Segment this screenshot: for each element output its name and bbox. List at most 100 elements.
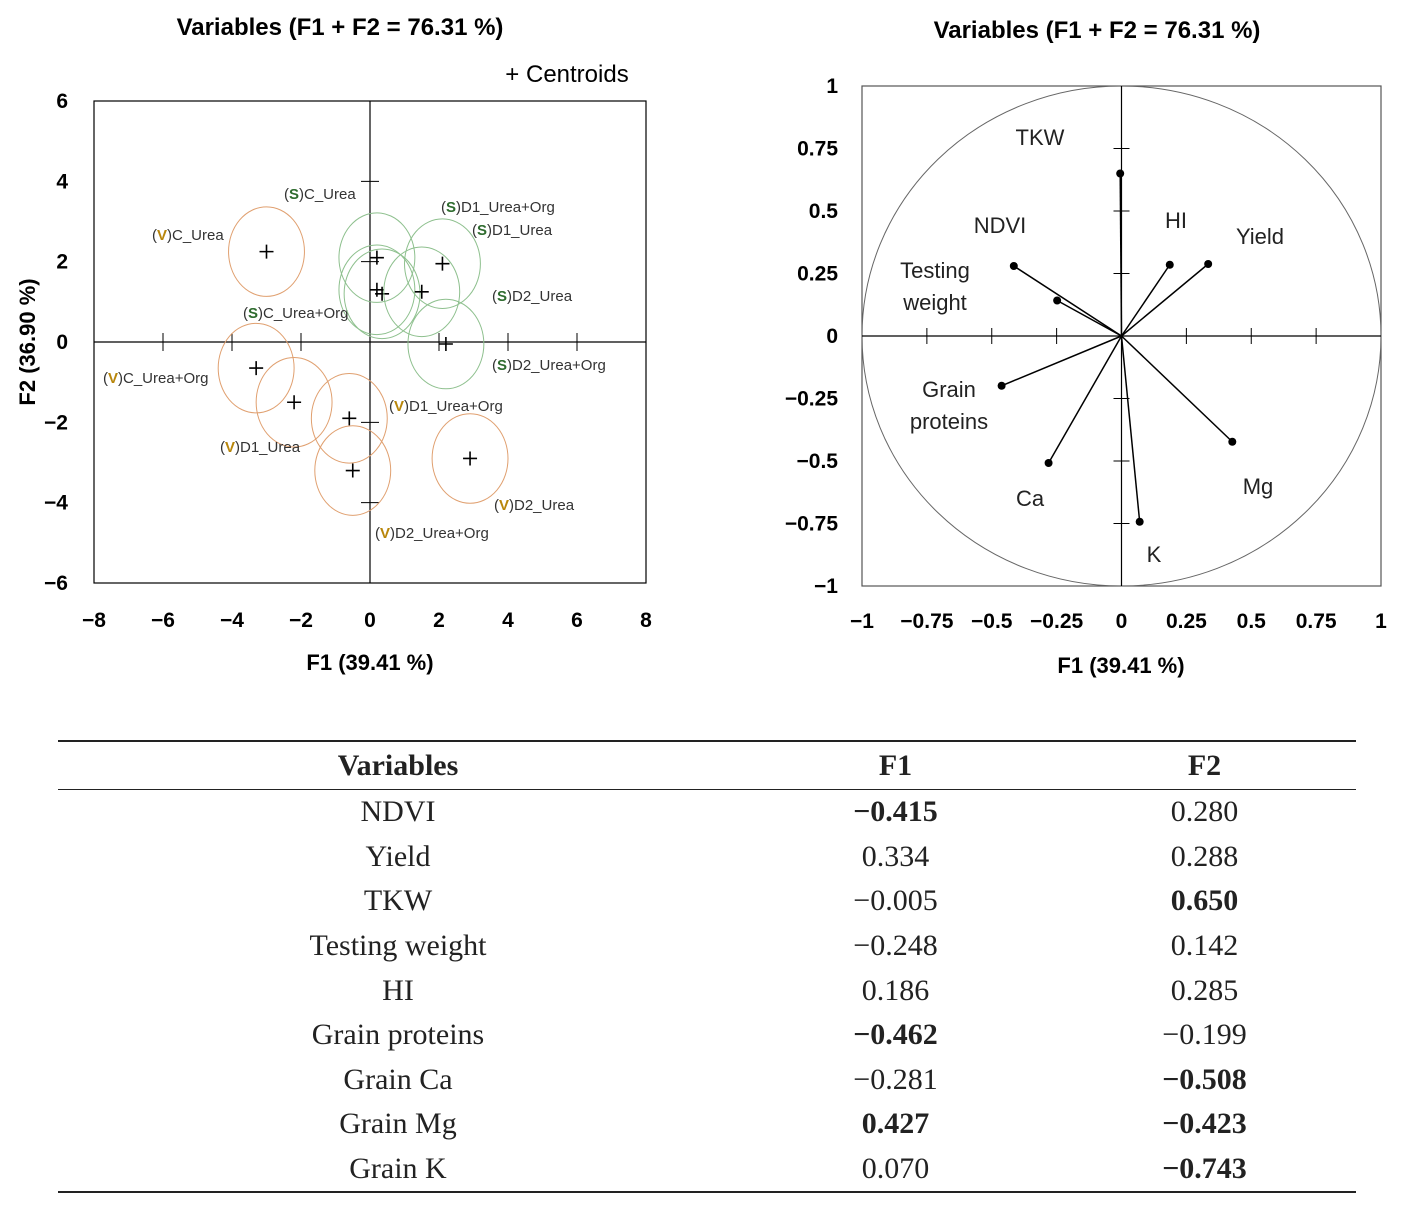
loading-vector bbox=[1119, 173, 1123, 337]
right-x-tick-label: 0.25 bbox=[1166, 610, 1207, 633]
table-row: Grain proteins −0.462 −0.199 bbox=[58, 1013, 1356, 1058]
right-x-tick-label: −0.5 bbox=[971, 610, 1013, 633]
left-x-tick-label: −4 bbox=[220, 609, 244, 632]
left-x-axis-label: F1 (39.41 %) bbox=[306, 650, 433, 675]
variable-label: Testing weight bbox=[900, 258, 970, 315]
f2-value-cell: 0.280 bbox=[1170, 795, 1239, 829]
left-x-tick-label: −8 bbox=[82, 609, 106, 632]
centroid-marker bbox=[438, 337, 453, 352]
table-body: NDVI −0.415 0.280 Yield 0.334 0.288 TKW −0.005 0… bbox=[58, 790, 1356, 1194]
loading-point bbox=[1009, 262, 1018, 270]
right-chart-title: Variables (F1 + F2 = 76.31 %) bbox=[934, 17, 1261, 44]
f2-value-cell: 0.288 bbox=[1170, 839, 1239, 873]
left-y-tick-label: −4 bbox=[44, 492, 68, 515]
right-x-axis-label: F1 (39.41 %) bbox=[1057, 653, 1184, 678]
left-y-tick-label: 0 bbox=[56, 331, 68, 354]
left-y-tick-label: 6 bbox=[56, 90, 68, 113]
right-x-tick-label: 0.75 bbox=[1296, 610, 1337, 633]
variable-label: Mg bbox=[1243, 474, 1274, 499]
confidence-ellipse bbox=[310, 373, 388, 464]
point-label: (S)D1_Urea bbox=[472, 222, 553, 239]
f2-value-cell: 0.650 bbox=[1170, 884, 1239, 918]
point-label: (S)C_Urea bbox=[284, 186, 356, 203]
variable-name-cell: TKW bbox=[363, 884, 433, 918]
loading-point bbox=[1204, 260, 1213, 268]
f1-value-cell: −0.005 bbox=[853, 884, 938, 918]
table-row: TKW −0.005 0.650 bbox=[58, 879, 1356, 924]
right-y-tick-label: 1 bbox=[826, 75, 838, 98]
confidence-ellipse bbox=[404, 218, 481, 309]
point-label: (V)D1_Urea bbox=[220, 439, 301, 456]
variable-name-cell: HI bbox=[382, 973, 414, 1007]
f1-value-cell: −0.248 bbox=[853, 929, 938, 963]
loading-point bbox=[1053, 296, 1062, 305]
f1-value-cell: 0.186 bbox=[861, 973, 930, 1007]
variable-name-cell: Grain Ca bbox=[343, 1062, 453, 1096]
confidence-ellipse bbox=[338, 244, 416, 336]
pca-figure: Variables (F1 + F2 = 76.31 %) + Centroid… bbox=[15, 14, 1387, 678]
f2-value-cell: −0.199 bbox=[1162, 1018, 1247, 1052]
loading-point bbox=[1165, 260, 1174, 269]
centroid-marker bbox=[414, 284, 429, 299]
confidence-ellipse bbox=[255, 356, 333, 448]
f2-value-cell: −0.743 bbox=[1053, 1146, 1356, 1194]
table-row: NDVI −0.415 0.280 bbox=[58, 790, 1356, 835]
right-x-tick-label: 1 bbox=[1375, 610, 1387, 633]
variable-name-cell: Grain K bbox=[58, 1146, 738, 1194]
variable-name-cell: Grain Mg bbox=[339, 1107, 457, 1141]
variable-label: Ca bbox=[1016, 486, 1045, 511]
loading-point bbox=[997, 381, 1006, 390]
right-y-tick-label: 0.5 bbox=[809, 200, 839, 223]
variable-label: Grain proteins bbox=[910, 377, 988, 434]
confidence-ellipse bbox=[343, 248, 421, 340]
variable-label: HI bbox=[1165, 208, 1187, 233]
point-label: (S)C_Urea+Org bbox=[243, 305, 348, 322]
confidence-ellipse bbox=[407, 298, 485, 390]
centroid-marker bbox=[463, 451, 478, 466]
table-row: Yield 0.334 0.288 bbox=[58, 835, 1356, 880]
confidence-ellipse bbox=[431, 413, 509, 504]
loadings-table: Variables F1 F2 NDVI −0.415 0.280 Yield 0.33… bbox=[58, 740, 1356, 1194]
right-y-tick-label: 0.25 bbox=[797, 263, 838, 286]
variable-name-cell: Testing weight bbox=[309, 929, 487, 963]
f1-value-cell: 0.070 bbox=[738, 1146, 1053, 1194]
f1-value-cell: 0.427 bbox=[861, 1107, 930, 1141]
variable-name-cell: Grain proteins bbox=[311, 1018, 485, 1052]
variable-label: Yield bbox=[1236, 224, 1284, 249]
variable-name-cell: Yield bbox=[365, 839, 431, 873]
f1-value-cell: −0.415 bbox=[853, 795, 938, 829]
point-label: (S)D2_Urea bbox=[492, 288, 573, 305]
f2-value-cell: 0.285 bbox=[1170, 973, 1239, 1007]
variable-label: TKW bbox=[1016, 125, 1065, 150]
right-x-tick-label: 0.5 bbox=[1237, 610, 1267, 633]
left-y-tick-label: 4 bbox=[56, 170, 68, 193]
right-y-tick-label: −0.5 bbox=[797, 450, 839, 473]
confidence-ellipse bbox=[383, 246, 461, 338]
loading-point bbox=[1044, 459, 1053, 467]
left-x-tick-label: −2 bbox=[289, 609, 313, 632]
f2-value-cell: 0.142 bbox=[1170, 929, 1239, 963]
left-x-tick-label: 2 bbox=[433, 609, 445, 632]
left-y-tick-label: −6 bbox=[44, 572, 68, 595]
point-label: (V)D1_Urea+Org bbox=[389, 398, 503, 415]
right-plot-area: −1 −0.75 −0.5 −0.25 0 0.25 0.5 0.75 1 −1 −0.75 −0.5… bbox=[785, 75, 1387, 633]
left-y-tick-label: 2 bbox=[56, 251, 68, 274]
left-x-tick-label: 0 bbox=[364, 609, 376, 632]
f1-value-cell: −0.281 bbox=[853, 1062, 938, 1096]
loading-vector bbox=[1120, 264, 1171, 337]
centroid-marker bbox=[345, 463, 360, 478]
right-y-tick-label: −1 bbox=[814, 575, 838, 598]
table-row: Testing weight −0.248 0.142 bbox=[58, 924, 1356, 969]
col-header-f2: F2 bbox=[1053, 740, 1356, 790]
loading-vector bbox=[1121, 263, 1209, 337]
point-label: (V)C_Urea bbox=[152, 227, 224, 244]
table-row: HI 0.186 0.285 bbox=[58, 968, 1356, 1013]
loading-vector bbox=[1047, 335, 1123, 464]
point-label: (S)D1_Urea+Org bbox=[441, 199, 555, 216]
loading-point bbox=[1228, 437, 1237, 446]
right-x-tick-label: −1 bbox=[850, 610, 874, 633]
legend-centroids: + Centroids bbox=[505, 61, 628, 88]
left-x-tick-label: 4 bbox=[502, 609, 514, 632]
confidence-ellipse bbox=[338, 212, 416, 303]
right-y-tick-label: 0.75 bbox=[797, 138, 838, 161]
